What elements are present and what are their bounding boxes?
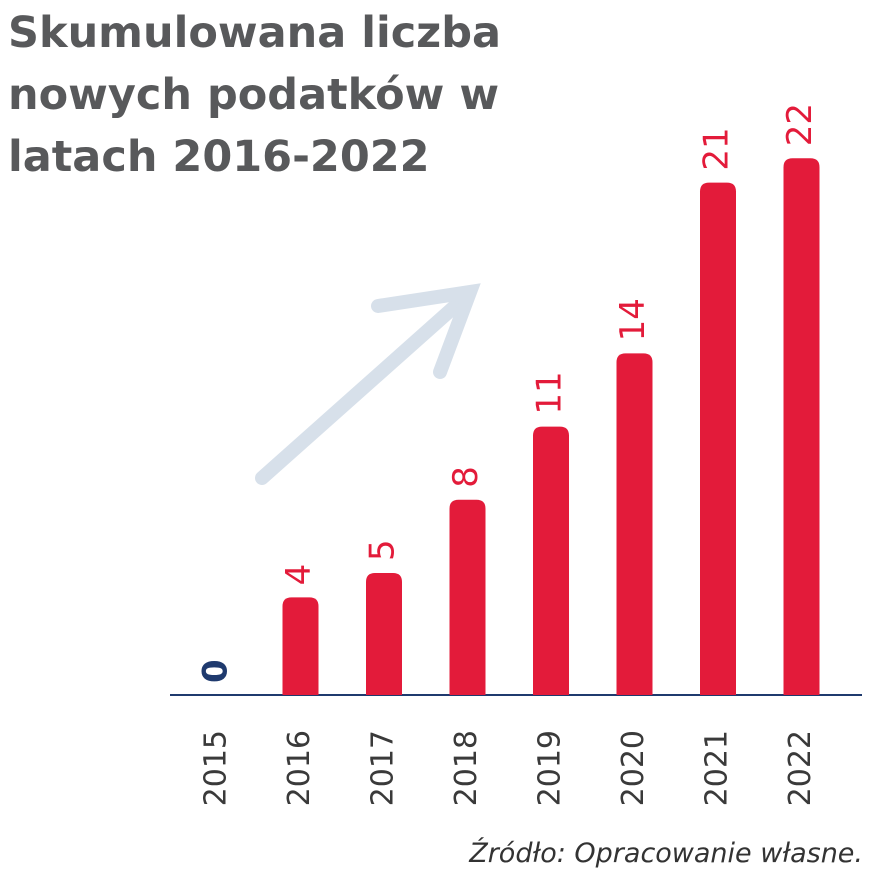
x-tick-label: 2020 xyxy=(616,730,651,806)
arrow-head xyxy=(371,283,481,379)
value-label: 21 xyxy=(697,127,737,170)
value-label: 4 xyxy=(279,564,319,586)
value-label: 5 xyxy=(363,539,403,561)
bar xyxy=(783,158,820,695)
x-tick-label: 2019 xyxy=(533,730,568,806)
bar xyxy=(533,426,569,695)
value-label: 11 xyxy=(530,371,570,414)
value-label: 0 xyxy=(196,659,236,683)
bar xyxy=(700,182,736,696)
value-label: 14 xyxy=(613,298,653,341)
trend-arrow xyxy=(255,283,481,485)
bar xyxy=(366,573,402,695)
value-label: 8 xyxy=(446,466,486,488)
value-label: 22 xyxy=(780,103,820,146)
x-tick-label: 2022 xyxy=(783,730,818,806)
chart-title: Skumulowana liczba nowych podatków w lat… xyxy=(8,8,502,182)
x-tick-label: 2018 xyxy=(449,730,484,806)
x-tick-label: 2015 xyxy=(199,730,234,806)
x-tick-label: 2017 xyxy=(366,730,401,806)
arrow-shaft xyxy=(255,293,469,485)
source: Źródło: Opracowanie własne. xyxy=(469,838,863,869)
x-tick-label: 2021 xyxy=(700,730,735,806)
x-tick-label: 2016 xyxy=(282,730,317,806)
bar xyxy=(616,353,653,695)
bar xyxy=(449,499,486,695)
bar xyxy=(282,597,319,695)
